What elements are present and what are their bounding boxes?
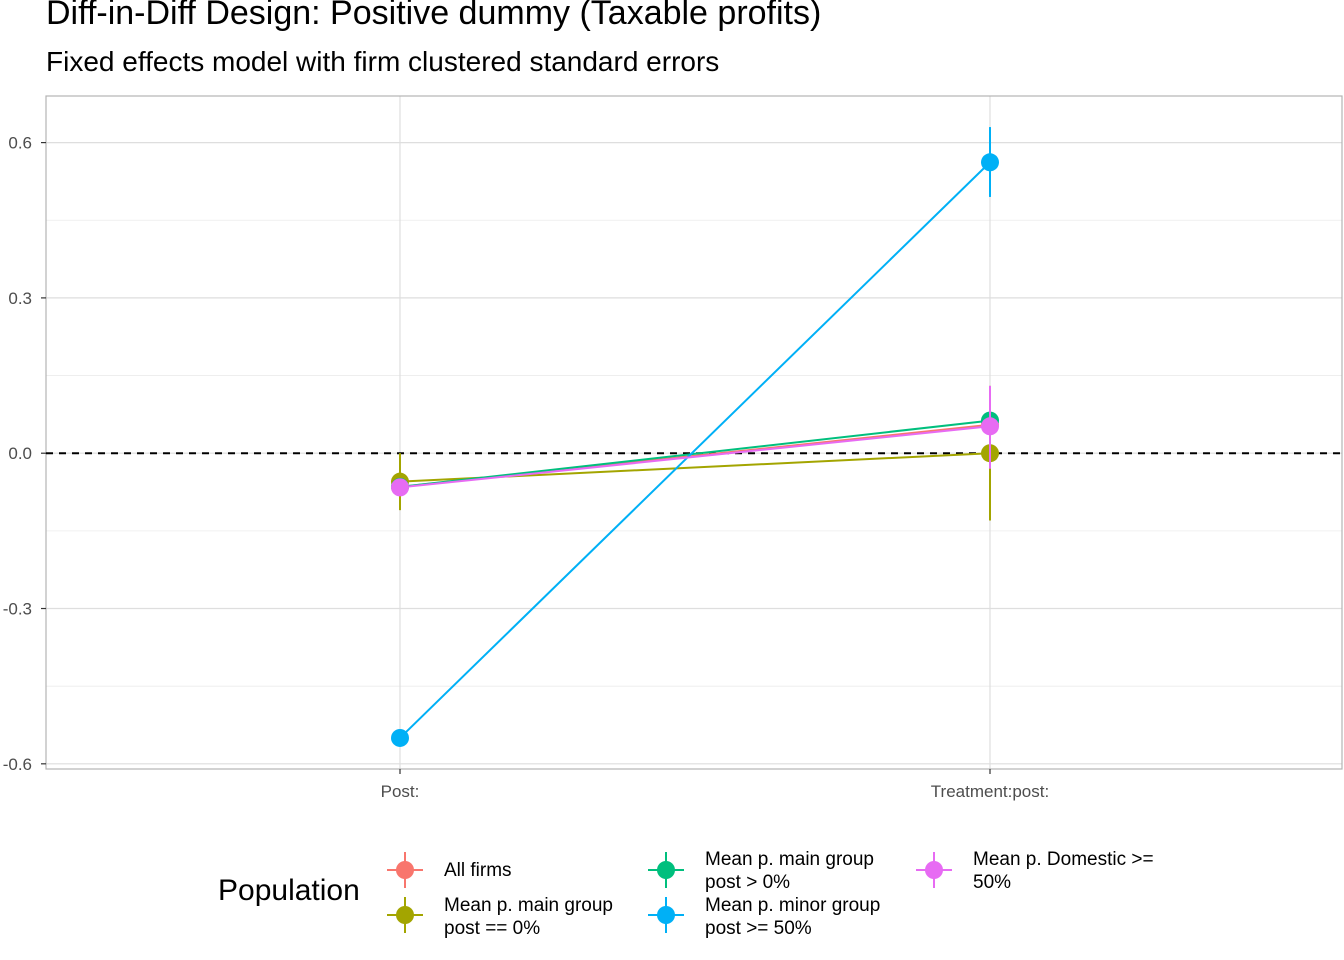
series-line <box>399 419 991 488</box>
panel-background <box>46 96 1342 769</box>
legend-key-point <box>396 906 414 924</box>
series-markers <box>391 385 999 497</box>
series-layer <box>391 127 999 747</box>
legend-key-point <box>925 861 943 879</box>
legend-label: Mean p. main group post > 0% <box>705 849 874 893</box>
series-markers <box>391 127 999 747</box>
y-axis: -0.6 -0.3 0.0 0.3 0.6 <box>3 134 46 774</box>
legend-label: Mean p. minor group post >= 50% <box>705 895 881 939</box>
series-group <box>399 425 991 489</box>
series-group <box>399 161 991 739</box>
y-tick-label: 0.3 <box>8 289 32 308</box>
chart-subtitle: Fixed effects model with firm clustered … <box>46 46 720 77</box>
series-line <box>399 425 991 489</box>
data-point <box>981 417 999 436</box>
legend-label: Mean p. main group post == 0% <box>444 895 613 939</box>
legend-key <box>387 897 423 933</box>
legend-key <box>387 852 423 888</box>
y-tick-label: 0.6 <box>8 134 32 153</box>
legend-key <box>648 897 684 933</box>
legend-key <box>916 852 952 888</box>
legend-label: Mean p. Domestic >= 50% <box>973 849 1154 893</box>
data-point <box>391 478 409 497</box>
x-tick-label: Treatment:post: <box>931 782 1049 801</box>
y-tick-label: 0.0 <box>8 444 32 463</box>
data-point <box>391 728 409 747</box>
legend-key-point <box>396 861 414 879</box>
chart-title: Diff-in-Diff Design: Positive dummy (Tax… <box>46 0 822 32</box>
legend-title: Population <box>218 874 360 907</box>
grid-minor <box>46 219 1342 687</box>
series-group <box>399 419 991 488</box>
x-axis: Post: Treatment:post: <box>381 769 1049 801</box>
legend-key <box>648 852 684 888</box>
legend-key-point <box>657 906 675 924</box>
panel-border <box>45 95 1343 770</box>
series-line <box>399 161 991 739</box>
y-tick-label: -0.3 <box>3 600 32 619</box>
y-tick-label: -0.6 <box>3 755 32 774</box>
legend-key-point <box>657 861 675 879</box>
data-point <box>981 153 999 172</box>
legend-label: All firms <box>444 860 512 881</box>
x-tick-label: Post: <box>381 782 420 801</box>
